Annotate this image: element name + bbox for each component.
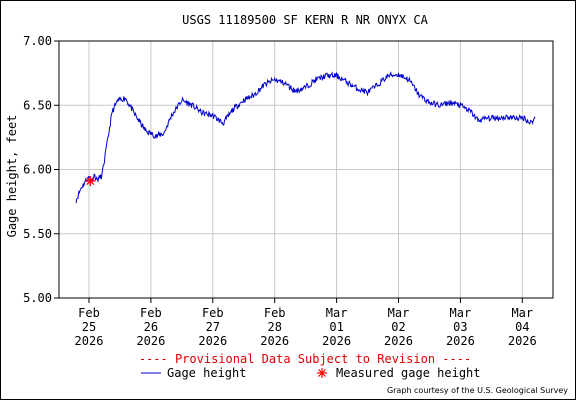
- x-tick-label: Mar: [511, 306, 533, 320]
- x-tick-label: 2026: [384, 334, 413, 348]
- x-tick-label: 01: [329, 320, 343, 334]
- legend: Gage height Measured gage height: [141, 366, 481, 380]
- y-tick-label: 6.00: [23, 163, 52, 177]
- credit-text: Graph courtesy of the U.S. Geological Su…: [387, 386, 568, 395]
- y-tick-label: 6.50: [23, 98, 52, 112]
- x-tick-label: 28: [267, 320, 281, 334]
- x-tick-label: 2026: [260, 334, 289, 348]
- x-tick-label: Mar: [450, 306, 472, 320]
- x-tick-label: 03: [453, 320, 467, 334]
- grid-lines: [59, 41, 553, 298]
- x-tick-label: Feb: [264, 306, 286, 320]
- legend-label-measured: Measured gage height: [336, 366, 481, 380]
- x-tick-label: Mar: [326, 306, 348, 320]
- x-tick-label: 2026: [446, 334, 475, 348]
- plot-border: [58, 40, 554, 299]
- x-tick-label: 2026: [322, 334, 351, 348]
- legend-asterisk-icon: [317, 368, 327, 378]
- x-tick-label: 2026: [75, 334, 104, 348]
- y-tick-label: 5.50: [23, 227, 52, 241]
- x-tick-label: Mar: [388, 306, 410, 320]
- x-axis-ticks: Feb252026Feb262026Feb272026Feb282026Mar0…: [75, 298, 537, 348]
- x-tick-label: Feb: [78, 306, 100, 320]
- x-tick-label: Feb: [140, 306, 162, 320]
- provisional-note: ---- Provisional Data Subject to Revisio…: [139, 352, 471, 366]
- x-tick-label: 2026: [136, 334, 165, 348]
- x-tick-label: 04: [515, 320, 529, 334]
- chart-title: USGS 11189500 SF KERN R NR ONYX CA: [182, 13, 428, 27]
- x-tick-label: 27: [206, 320, 220, 334]
- x-tick-label: 26: [144, 320, 158, 334]
- y-axis-ticks: 5.00 5.50 6.00 6.50 7.00: [23, 34, 59, 305]
- x-tick-label: Feb: [202, 306, 224, 320]
- gage-height-line: [75, 71, 536, 204]
- y-tick-label: 7.00: [23, 34, 52, 48]
- x-tick-label: 02: [391, 320, 405, 334]
- x-tick-label: 2026: [508, 334, 537, 348]
- y-tick-label: 5.00: [23, 291, 52, 305]
- x-tick-label: 2026: [198, 334, 227, 348]
- legend-label-gage-height: Gage height: [167, 366, 246, 380]
- y-axis-label: Gage height, feet: [5, 115, 19, 238]
- x-tick-label: 25: [82, 320, 96, 334]
- measured-point-asterisk-icon: [85, 176, 96, 187]
- series-layer: [75, 71, 536, 204]
